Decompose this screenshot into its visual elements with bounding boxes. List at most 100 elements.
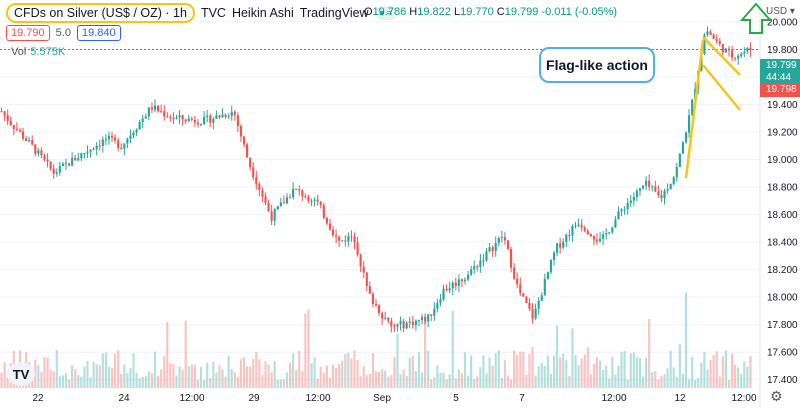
volume-bar	[724, 350, 727, 388]
volume-bar	[602, 370, 605, 388]
volume-bar	[645, 357, 648, 388]
symbol-label[interactable]: CFDs on Silver (US$ / OZ) · 1h	[6, 3, 195, 23]
volume-bar	[417, 352, 421, 388]
candle-body	[215, 115, 218, 119]
candle-body	[178, 115, 181, 118]
volume-bar	[525, 374, 528, 388]
candle-body	[181, 115, 184, 120]
candle-body	[531, 308, 534, 319]
volume-bar	[175, 375, 178, 388]
countdown-tag: 44:44	[760, 71, 800, 85]
candle-body	[734, 57, 737, 59]
volume-bar	[497, 350, 500, 388]
sell-button[interactable]: 19.790	[6, 25, 50, 41]
volume-bar	[528, 353, 531, 388]
candle-body	[657, 191, 660, 196]
candle-body	[64, 163, 68, 165]
buy-button[interactable]: 19.840	[76, 25, 121, 41]
volume-bar	[298, 350, 301, 388]
candle-body	[586, 230, 589, 235]
volume-bar	[727, 379, 731, 388]
chart-header: CFDs on Silver (US$ / OZ) · 1h TVC Heiki…	[6, 3, 395, 23]
candle-body	[49, 161, 52, 169]
candle-body	[298, 189, 301, 191]
volume-bar	[381, 369, 384, 388]
volume-bar	[325, 365, 328, 388]
volume-bar	[691, 356, 694, 388]
candle-body	[138, 122, 141, 130]
candle-body	[114, 137, 117, 141]
candle-body	[344, 240, 347, 242]
candle-body	[15, 128, 18, 131]
candle-body	[454, 282, 457, 286]
volume-bar	[331, 364, 335, 388]
candle-body	[632, 196, 635, 201]
volume-bar	[608, 378, 611, 388]
x-tick-label: 12:00	[305, 393, 330, 404]
candle-body	[230, 111, 233, 117]
volume-bar	[516, 354, 519, 388]
volume-bar	[310, 363, 313, 388]
candle-body	[467, 274, 470, 280]
candle-body	[393, 326, 396, 328]
volume-bar	[138, 378, 141, 388]
candle-body	[543, 279, 546, 296]
volume-bar	[746, 366, 749, 388]
volume-bar	[233, 372, 236, 388]
volume-bar	[457, 369, 460, 388]
candle-body	[58, 166, 61, 173]
candle-body	[402, 321, 405, 329]
candle-body	[236, 115, 239, 127]
volume-bar	[218, 365, 221, 388]
volume-bar	[473, 379, 476, 388]
candle-body	[629, 200, 632, 204]
candle-body	[497, 237, 500, 243]
gear-icon[interactable]: ⚙	[770, 388, 783, 404]
volume-bar	[568, 375, 571, 388]
candle-body	[743, 51, 746, 54]
x-tick-label: 12:00	[601, 393, 626, 404]
volume-bar	[209, 378, 212, 388]
flag-lines	[684, 36, 741, 179]
market-status-icon[interactable]: ● ≈	[376, 6, 395, 20]
candle-body	[350, 236, 353, 238]
volume-bar	[598, 360, 602, 388]
volume-bar	[734, 364, 737, 388]
x-tick-label: 22	[32, 393, 44, 404]
candle-body	[288, 197, 292, 199]
volume-bar	[261, 374, 264, 388]
volume-bar	[365, 375, 368, 388]
flag-pole-line	[684, 39, 705, 179]
y-tick-label: 19.800	[767, 45, 798, 56]
volume-bar	[672, 367, 675, 388]
volume-bar	[730, 353, 734, 388]
candle-body	[307, 196, 310, 202]
volume-bar	[580, 358, 583, 388]
volume-bar	[377, 371, 381, 388]
volume-bar	[641, 376, 645, 388]
tradingview-logo-icon[interactable]: TV	[7, 362, 35, 386]
candle-body	[117, 140, 120, 148]
volume-bar	[623, 350, 626, 388]
volume-bar	[89, 377, 92, 388]
currency-selector[interactable]: USD ▾	[766, 6, 795, 17]
volume-bar	[359, 375, 362, 388]
y-tick-label: 17.800	[767, 320, 798, 331]
y-tick-label: 18.800	[767, 182, 798, 193]
volume-bar	[249, 366, 252, 388]
ohlc-readout: O19.786 H19.822 L19.770 C19.799 -0.011 (…	[364, 6, 618, 18]
candle-body	[255, 177, 258, 185]
volume-bar	[371, 352, 375, 388]
volume-bar	[193, 365, 196, 388]
volume-bar	[123, 364, 126, 388]
candle-body	[212, 118, 215, 123]
candle-body	[129, 135, 132, 139]
volume-bar	[341, 360, 344, 388]
candle-body	[384, 317, 387, 319]
volume-bar	[482, 355, 485, 388]
candle-body	[368, 286, 371, 294]
volume-bars	[0, 292, 752, 388]
candle-body	[285, 197, 289, 204]
volume-bar	[95, 364, 98, 388]
